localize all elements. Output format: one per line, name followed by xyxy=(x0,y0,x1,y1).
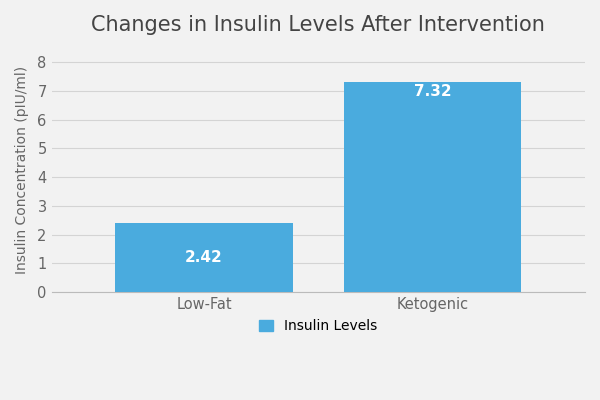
Bar xyxy=(115,222,293,292)
Bar xyxy=(344,82,521,292)
Y-axis label: Insulin Concentration (pIU/ml): Insulin Concentration (pIU/ml) xyxy=(15,66,29,274)
Title: Changes in Insulin Levels After Intervention: Changes in Insulin Levels After Interven… xyxy=(91,15,545,35)
Text: 2.42: 2.42 xyxy=(185,250,223,265)
Text: 7.32: 7.32 xyxy=(414,84,451,99)
Legend: Insulin Levels: Insulin Levels xyxy=(254,314,383,339)
